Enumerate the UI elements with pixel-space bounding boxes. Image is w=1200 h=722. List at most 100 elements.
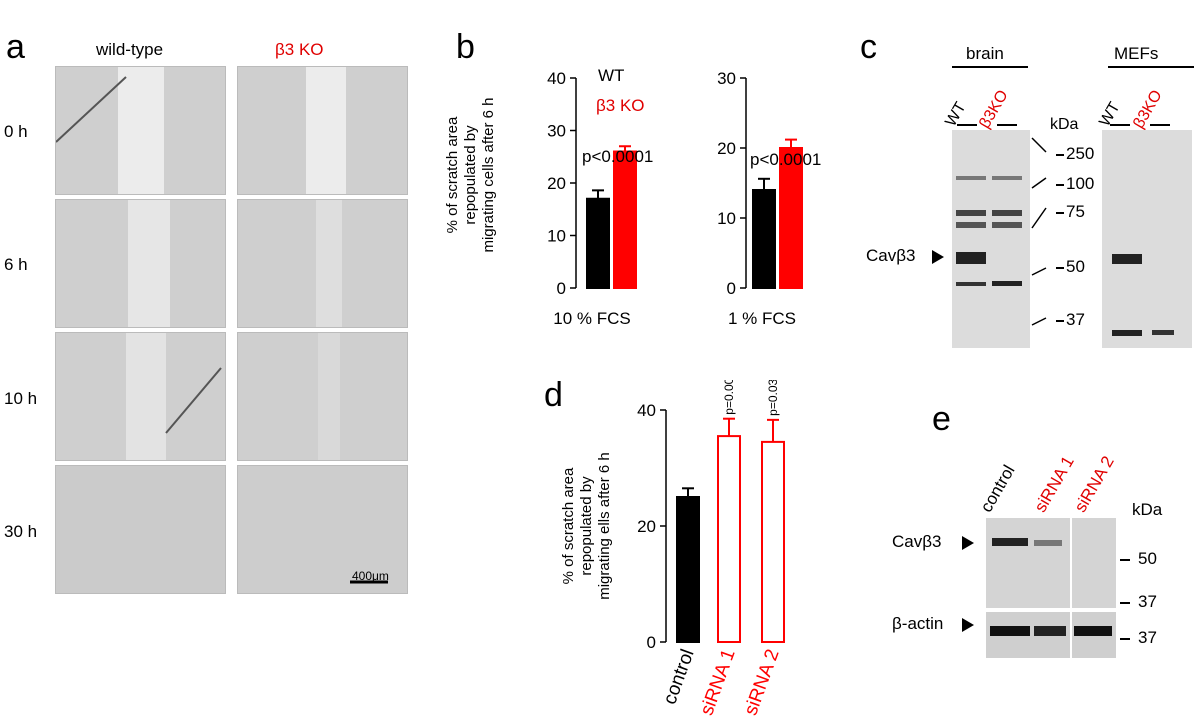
group-mefs-line	[1108, 66, 1194, 68]
blot-mefs	[1102, 130, 1192, 348]
group-brain-line	[952, 66, 1028, 68]
bar	[676, 496, 700, 643]
panel-c-letter: c	[860, 28, 877, 66]
blot-e-cavb3-a	[986, 518, 1070, 608]
x-axis-label: 1 % FCS	[728, 309, 796, 328]
tick-250	[1056, 154, 1064, 156]
kda-label-c: kDa	[1050, 116, 1079, 133]
panel-b-ylabel-line3: migrating cells after 6 h	[480, 97, 497, 253]
blot-e-cavb3-b	[1072, 518, 1116, 608]
bar	[779, 147, 803, 289]
band-label-bactin-e: β-actin	[892, 614, 944, 633]
marker-leaders-c	[1031, 137, 1047, 326]
tick-e-37b	[1120, 638, 1130, 640]
micrograph-wt-10h	[55, 332, 226, 461]
tick-100	[1056, 184, 1064, 186]
x-category-label: siRNA 1	[696, 647, 739, 719]
y-tick-label: 30	[547, 122, 566, 141]
blot-e-actin-b	[1072, 612, 1116, 658]
panel-d-ylabel: % of scratch area repopulated by migrati…	[560, 396, 614, 656]
micrograph-ko-0h	[237, 66, 408, 195]
y-tick-label: 20	[637, 517, 656, 536]
y-tick-label: 40	[547, 69, 566, 88]
col-header-b3ko: β3 KO	[275, 40, 324, 59]
arrow-right-icon	[962, 618, 974, 632]
x-axis-label: 10 % FCS	[553, 309, 630, 328]
y-tick-label: 40	[637, 401, 656, 420]
p-value-label: p=0.004	[722, 380, 736, 415]
p-value-label: p=0.03	[766, 380, 780, 416]
tick-75	[1056, 212, 1064, 214]
bar	[613, 150, 637, 289]
marker-e-50: 50	[1138, 549, 1157, 568]
panel-e-letter: e	[932, 400, 951, 438]
scale-bar-label: 400μm	[352, 569, 389, 583]
y-tick-label: 30	[717, 69, 736, 88]
lane-tick-1	[957, 124, 977, 126]
micrograph-wt-30h	[55, 465, 226, 594]
row-label-0h: 0 h	[4, 122, 28, 141]
lane-tick-4	[1150, 124, 1170, 126]
panel-b-ylabel-line2: repopulated by	[462, 125, 479, 225]
p-value-label: p<0.0001	[582, 147, 653, 166]
y-tick-label: 20	[547, 174, 566, 193]
band-label-cavb3-e: Cavβ3	[892, 532, 942, 551]
panel-d-letter: d	[544, 376, 563, 414]
legend-wt: WT	[598, 66, 625, 85]
lane-label-control: control	[976, 461, 1019, 516]
marker-37: 37	[1066, 310, 1085, 329]
micrograph-ko-10h	[237, 332, 408, 461]
legend-b3ko: β3 KO	[596, 96, 645, 115]
group-mefs-label: MEFs	[1114, 44, 1159, 63]
chart-b-1fcs: 0 10 20 30 p<0.0001 1 % FCS	[717, 69, 821, 328]
y-tick-label: 0	[647, 633, 656, 652]
panel-b-ylabel-line1: % of scratch area	[444, 116, 461, 234]
panel-d-ylabel-line3: migrating ells after 6 h	[596, 452, 613, 600]
tick-e-50	[1120, 559, 1130, 561]
marker-75: 75	[1066, 202, 1085, 221]
panel-d-ylabel-line2: repopulated by	[578, 476, 595, 576]
tick-50	[1056, 267, 1064, 269]
x-category-label: control	[659, 647, 698, 708]
lane-tick-2	[997, 124, 1017, 126]
bar	[586, 197, 610, 289]
p-value-label: p<0.0001	[750, 150, 821, 169]
y-tick-label: 0	[557, 279, 566, 298]
marker-e-37a: 37	[1138, 592, 1157, 611]
bar	[752, 189, 776, 289]
tick-e-37a	[1120, 602, 1130, 604]
row-label-30h: 30 h	[4, 522, 38, 541]
arrow-right-icon	[962, 536, 974, 550]
y-tick-label: 0	[727, 279, 736, 298]
arrow-right-icon	[932, 250, 944, 264]
panel-a-letter: a	[6, 28, 25, 66]
blot-e-actin-a	[986, 612, 1070, 658]
col-header-wild-type: wild-type	[96, 40, 164, 59]
marker-50: 50	[1066, 257, 1085, 276]
marker-250: 250	[1066, 144, 1095, 163]
row-label-10h: 10 h	[4, 389, 38, 408]
bar	[717, 435, 741, 643]
y-tick-label: 20	[717, 139, 736, 158]
marker-e-37b: 37	[1138, 628, 1157, 647]
tick-37	[1056, 320, 1064, 322]
blot-brain	[952, 130, 1030, 348]
x-category-label: siRNA 2	[740, 647, 783, 719]
micrograph-ko-30h	[237, 465, 408, 594]
panel-d-ylabel-line1: % of scratch area	[560, 467, 577, 585]
panel-b-ylabel: % of scratch area repopulated by migrati…	[444, 50, 498, 300]
micrograph-ko-6h	[237, 199, 408, 328]
row-label-6h: 6 h	[4, 255, 28, 274]
chart-b-10fcs: 0 10 20 30 40 p<0.0001 10 % FCS	[547, 69, 653, 328]
marker-100: 100	[1066, 174, 1095, 193]
micrograph-wt-6h	[55, 199, 226, 328]
kda-label-e: kDa	[1132, 500, 1163, 519]
y-tick-label: 10	[717, 209, 736, 228]
bar	[761, 440, 785, 644]
y-tick-label: 10	[547, 227, 566, 246]
band-label-cavb3-c: Cavβ3	[866, 246, 916, 265]
lane-tick-3	[1110, 124, 1130, 126]
group-brain-label: brain	[966, 44, 1004, 63]
micrograph-wt-0h	[55, 66, 226, 195]
